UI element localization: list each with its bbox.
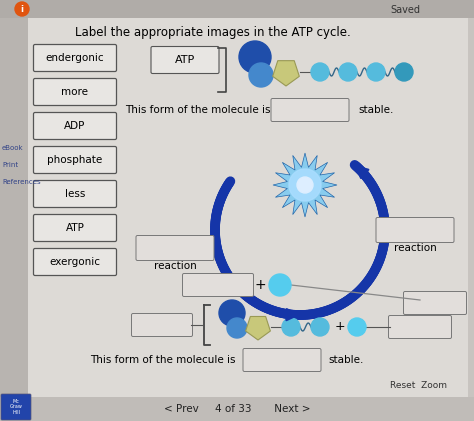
FancyBboxPatch shape [182,274,254,296]
FancyBboxPatch shape [34,181,117,208]
FancyBboxPatch shape [34,215,117,242]
Text: Saved: Saved [390,5,420,15]
Text: +: + [335,320,346,333]
FancyBboxPatch shape [0,18,28,398]
Text: < Prev     4 of 33       Next >: < Prev 4 of 33 Next > [164,404,310,414]
Text: phosphate: phosphate [47,155,103,165]
FancyBboxPatch shape [136,235,214,261]
FancyBboxPatch shape [271,99,349,122]
Circle shape [15,2,29,16]
Text: less: less [65,189,85,199]
FancyBboxPatch shape [34,248,117,275]
Circle shape [249,63,273,87]
Text: ATP: ATP [65,223,84,233]
Circle shape [297,177,313,193]
Text: +: + [254,278,266,292]
Circle shape [289,169,321,201]
Text: Print: Print [2,162,18,168]
FancyBboxPatch shape [243,349,321,371]
Text: stable.: stable. [358,105,393,115]
Text: stable.: stable. [328,355,364,365]
Circle shape [367,63,385,81]
Circle shape [227,318,247,338]
Text: References: References [2,179,41,185]
Text: Reset  Zoom: Reset Zoom [390,381,447,389]
Circle shape [311,318,329,336]
Text: endergonic: endergonic [46,53,104,63]
FancyBboxPatch shape [34,78,117,106]
FancyBboxPatch shape [0,0,474,18]
Text: reaction: reaction [393,243,437,253]
Circle shape [282,318,300,336]
Circle shape [311,63,329,81]
Circle shape [348,318,366,336]
Circle shape [239,41,271,73]
Text: ADP: ADP [64,121,86,131]
Text: eBook: eBook [2,145,24,151]
Text: i: i [20,5,24,13]
FancyBboxPatch shape [34,45,117,72]
Circle shape [219,300,245,326]
Polygon shape [273,61,299,86]
FancyBboxPatch shape [34,147,117,173]
FancyBboxPatch shape [0,397,474,421]
FancyBboxPatch shape [1,394,31,420]
FancyBboxPatch shape [389,315,452,338]
Text: exergonic: exergonic [49,257,100,267]
Circle shape [395,63,413,81]
Circle shape [339,63,357,81]
Text: Mc
Graw
Hill: Mc Graw Hill [9,399,22,415]
Text: reaction: reaction [154,261,196,271]
FancyBboxPatch shape [403,291,466,314]
Polygon shape [246,317,270,340]
Text: This form of the molecule is: This form of the molecule is [125,105,271,115]
Text: This form of the molecule is: This form of the molecule is [90,355,236,365]
Polygon shape [273,153,337,217]
Text: Label the appropriate images in the ATP cycle.: Label the appropriate images in the ATP … [75,26,351,38]
FancyBboxPatch shape [151,46,219,74]
Circle shape [269,274,291,296]
FancyBboxPatch shape [34,112,117,139]
Text: more: more [62,87,89,97]
Text: ATP: ATP [175,55,195,65]
FancyBboxPatch shape [28,18,468,398]
FancyBboxPatch shape [376,218,454,242]
FancyBboxPatch shape [131,314,192,336]
